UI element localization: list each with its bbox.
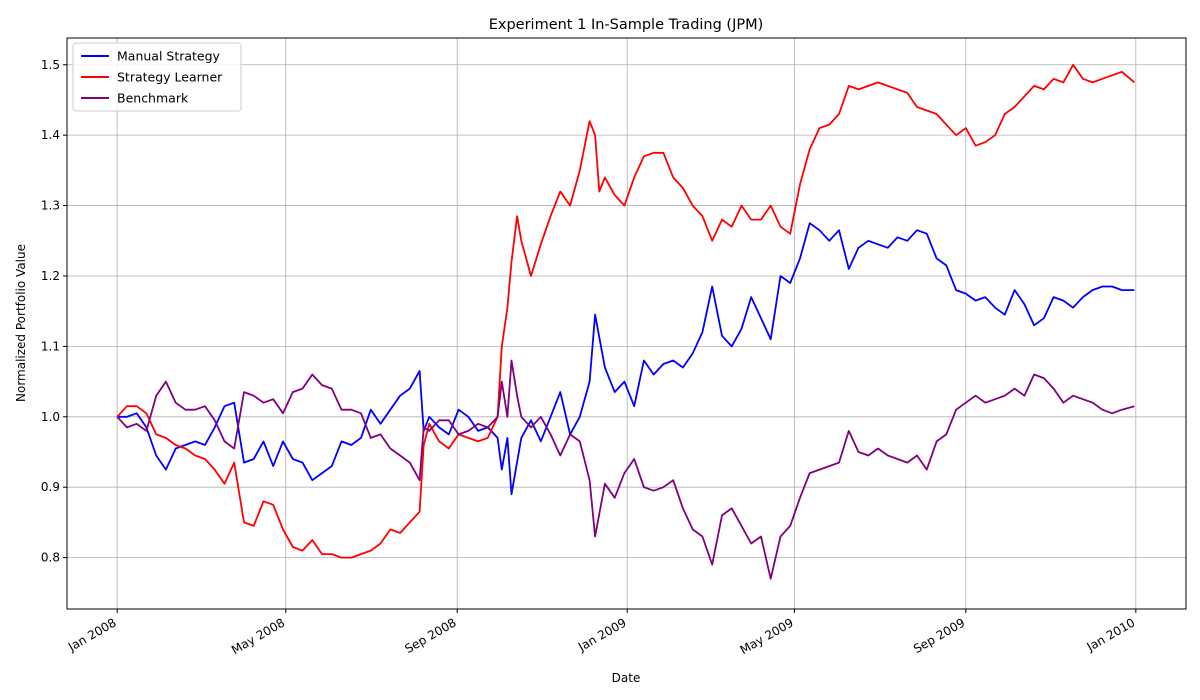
legend-box (72, 42, 242, 112)
y-tick-label: 0.8 (41, 551, 60, 565)
y-tick-label: 1.4 (41, 128, 60, 142)
y-tick-label: 1.2 (41, 269, 60, 283)
y-tick-label: 1.5 (41, 58, 60, 72)
y-tick-label: 1.0 (41, 410, 60, 424)
series-line-strategy-learner (116, 63, 1135, 559)
series-lines (116, 63, 1135, 580)
chart-title: Experiment 1 In-Sample Trading (JPM) (489, 17, 764, 33)
x-axis-label: Date (612, 671, 641, 685)
legend-label: Strategy Learner (117, 70, 223, 85)
y-axis: 0.8 0.9 1.0 1.1 1.2 1.3 1.4 1.5 (41, 58, 67, 565)
y-tick-label: 1.1 (41, 339, 60, 353)
y-tick-label: 1.3 (41, 199, 60, 213)
legend: Manual Strategy Strategy Learner Benchmark (72, 42, 242, 112)
legend-label: Manual Strategy (117, 49, 221, 64)
grid (67, 38, 1186, 609)
y-tick-label: 0.9 (41, 480, 60, 494)
legend-label: Benchmark (117, 91, 189, 106)
plot-frame (66, 37, 1187, 610)
series-line-manual-strategy (117, 222, 1135, 496)
y-axis-label: Normalized Portfolio Value (14, 244, 28, 402)
series-line-benchmark (116, 359, 1135, 580)
